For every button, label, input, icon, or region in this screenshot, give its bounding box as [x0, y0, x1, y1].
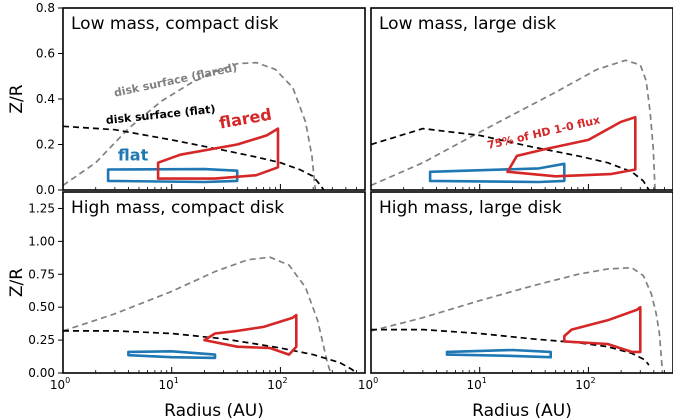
annotation-2: disk surface (flat)	[105, 103, 216, 127]
series-line-2	[63, 330, 357, 373]
annotation-1: disk surface (flared)	[113, 61, 239, 100]
annotation-3: flat	[118, 145, 149, 164]
y-tick-label: 0.4	[36, 92, 55, 106]
panel-title: Low mass, large disk	[379, 14, 556, 34]
y-tick-label: 0.00	[28, 366, 55, 380]
annotation-4: flared	[218, 105, 273, 133]
series-line-4	[203, 313, 298, 356]
x-tick-label: 102	[575, 376, 595, 392]
x-tick-label: 101	[467, 376, 487, 392]
x-tick-exponent: 0	[373, 376, 378, 385]
x-tick-exponent: 0	[65, 376, 70, 385]
x-tick-label: 101	[159, 376, 179, 392]
x-axis-label: Radius (AU)	[472, 401, 572, 419]
plot-area	[371, 266, 664, 373]
x-tick-base: 10	[50, 378, 65, 392]
series-line-3	[127, 349, 217, 360]
x-axis-label: Radius (AU)	[164, 401, 264, 419]
x-tick-exponent: 2	[283, 376, 288, 385]
x-tick-base: 10	[159, 378, 174, 392]
series-line-3	[445, 348, 553, 359]
y-tick-label: 0.0	[36, 183, 55, 197]
plot-area: disk surface (flared) disk surface (flat)…	[63, 61, 325, 190]
series-line-1	[371, 59, 656, 190]
x-tick-base: 10	[267, 378, 282, 392]
y-tick-label: 1.00	[28, 234, 55, 248]
y-tick-label: 1.25	[28, 201, 55, 215]
panel-frame	[62, 7, 366, 191]
series-line-2	[371, 328, 650, 366]
x-tick-base: 10	[575, 378, 590, 392]
x-tick-label: 100	[50, 376, 70, 392]
panel-2: 75% of HD 1-0 flux Low mass, large disk	[370, 7, 673, 191]
x-tick-label: 100	[358, 376, 378, 392]
x-tick-base: 10	[358, 378, 373, 392]
y-tick-label: 0.8	[36, 1, 55, 15]
y-tick-label: 0.25	[28, 333, 55, 347]
plot-area: 75% of HD 1-0 flux	[371, 59, 656, 190]
series-line-1	[63, 61, 317, 190]
panel-title: Low mass, compact disk	[71, 14, 279, 34]
y-tick-label: 0.50	[28, 300, 55, 314]
series-line-4	[562, 305, 642, 354]
series-line-3	[106, 167, 239, 184]
panel-3: High mass, compact disk 0.00 0.25 0.50 0.75 1…	[7, 191, 366, 419]
annotation-1: 75% of HD 1-0 flux	[486, 113, 601, 152]
x-tick-exponent: 1	[482, 376, 487, 385]
panel-1: disk surface (flared) disk surface (flat)…	[7, 1, 366, 197]
series-line-1	[371, 266, 664, 373]
series-line-2	[371, 127, 650, 190]
y-tick-label: 0.2	[36, 138, 55, 152]
x-tick-base: 10	[467, 378, 482, 392]
x-tick-exponent: 1	[174, 376, 179, 385]
panel-frame	[370, 191, 673, 374]
panel-frame	[62, 191, 366, 374]
y-tick-label: 0.75	[28, 267, 55, 281]
series-line-3	[428, 162, 566, 184]
series-line-1	[63, 256, 332, 373]
panel-title: High mass, compact disk	[71, 198, 284, 218]
y-axis-label: Z/R	[7, 268, 27, 297]
series-line-4	[156, 127, 280, 180]
y-tick-label: 0.6	[36, 47, 55, 61]
series-line-2	[63, 125, 325, 190]
y-axis-label: Z/R	[7, 84, 27, 113]
panel-frame	[370, 7, 673, 191]
x-tick-exponent: 2	[591, 376, 596, 385]
plot-area	[63, 256, 357, 373]
series-line-4	[506, 115, 637, 178]
panel-title: High mass, large disk	[379, 198, 562, 218]
x-tick-label: 102	[267, 376, 287, 392]
